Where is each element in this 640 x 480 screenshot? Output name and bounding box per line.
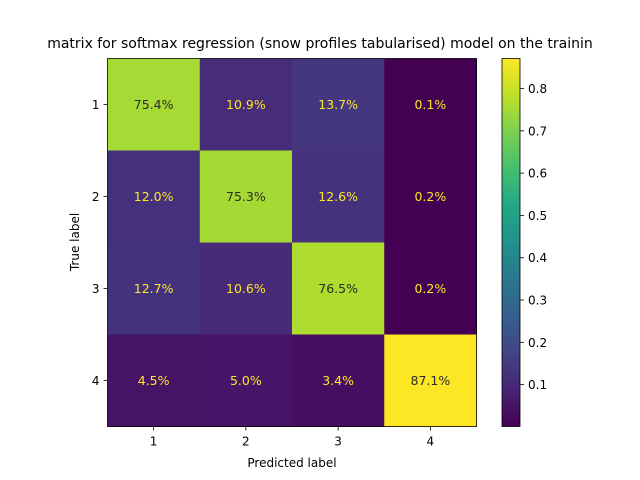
colorbar-frame [501,58,521,427]
cell-label-r3-c2: 10.6% [226,281,266,296]
colorbar-tick-label: 0.1 [528,378,547,392]
heatmap-cell-r2-c3 [292,150,385,243]
colorbar-tick-label: 0.6 [528,167,547,181]
cell-label-r1-c4: 0.1% [414,97,446,112]
colorbar [502,58,520,427]
heatmap-cell-r4-c3 [292,334,385,427]
heatmap-cell-r2-c1 [107,150,201,243]
cell-label-r1-c1: 75.4% [134,97,174,112]
heatmap-cell-r2-c2 [199,150,293,243]
colorbar-tick-label: 0.4 [528,251,547,265]
cell-label-r4-c1: 4.5% [138,373,170,388]
heatmap-cell-r1-c1 [107,58,201,151]
cell-label-r4-c4: 87.1% [411,373,451,388]
heatmap-cell-r3-c2 [199,242,293,335]
cell-labels: 75.4% 10.9% 13.7% 0.1% 12.0% 75.3% 12.6% 0.2% 12… [134,97,451,388]
y-axis-label: True label [68,213,82,272]
heatmap-cell-r3-c4 [384,242,477,335]
heatmap-cell-r3-c3 [292,242,385,335]
x-axis-ticks: 1 2 3 4 [150,426,435,449]
colorbar-tick-label: 0.7 [528,124,547,138]
x-tick-label: 1 [150,435,158,449]
cell-label-r2-c4: 0.2% [414,189,446,204]
x-tick-label: 4 [427,435,435,449]
x-tick-label: 3 [334,435,342,449]
heatmap-cell-r1-c2 [199,58,293,151]
x-axis-label: Predicted label [247,456,336,470]
colorbar-tick-label: 0.5 [528,209,547,223]
colorbar-tick-label: 0.2 [528,336,547,350]
plot-frame [107,58,477,427]
cell-label-r4-c2: 5.0% [230,373,262,388]
y-axis-ticks: 1 2 3 4 [92,98,108,388]
heatmap-cell-r1-c3 [292,58,385,151]
heatmap-cell-r4-c4 [384,334,477,427]
cell-label-r1-c3: 13.7% [318,97,358,112]
cell-label-r3-c3: 76.5% [318,281,358,296]
y-tick-label: 2 [92,190,100,204]
heatmap-cells [107,58,477,427]
cell-label-r4-c3: 3.4% [322,373,354,388]
cell-label-r3-c1: 12.7% [134,281,174,296]
colorbar-tick-label: 0.3 [528,294,547,308]
x-tick-label: 2 [242,435,250,449]
heatmap-cell-r1-c4 [384,58,477,151]
y-tick-label: 3 [92,282,100,296]
cell-label-r1-c2: 10.9% [226,97,266,112]
colorbar-tick-label: 0.8 [528,82,547,96]
chart-title: matrix for softmax regression (snow prof… [47,36,593,52]
heatmap-cell-r2-c4 [384,150,477,243]
heatmap-cell-r4-c1 [107,334,201,427]
cell-label-r3-c4: 0.2% [414,281,446,296]
cell-label-r2-c3: 12.6% [318,189,358,204]
heatmap-cell-r4-c2 [199,334,293,427]
heatmap-cell-r3-c1 [107,242,201,335]
y-tick-label: 4 [92,374,100,388]
colorbar-ticks: 0.1 0.2 0.3 0.4 0.5 0.6 0.7 0.8 [520,82,547,392]
y-tick-label: 1 [92,98,100,112]
cell-label-r2-c1: 12.0% [134,189,174,204]
cell-label-r2-c2: 75.3% [226,189,266,204]
